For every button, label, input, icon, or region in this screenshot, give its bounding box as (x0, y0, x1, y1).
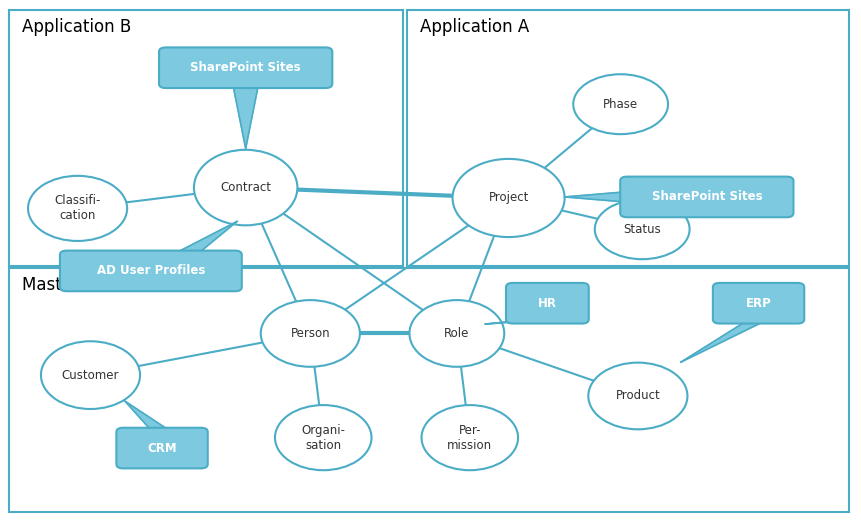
FancyBboxPatch shape (59, 251, 241, 291)
Text: Customer: Customer (62, 369, 119, 381)
Ellipse shape (41, 341, 139, 409)
Text: Application A: Application A (419, 18, 529, 36)
Text: Status: Status (623, 223, 660, 235)
FancyBboxPatch shape (158, 47, 331, 88)
FancyBboxPatch shape (116, 428, 208, 468)
Text: CRM: CRM (147, 442, 177, 454)
Text: Organi-
sation: Organi- sation (300, 424, 345, 452)
Text: Phase: Phase (603, 98, 637, 110)
Polygon shape (680, 319, 767, 362)
Text: HR: HR (537, 297, 556, 309)
Text: Role: Role (443, 327, 469, 340)
Polygon shape (125, 401, 171, 432)
Ellipse shape (28, 176, 127, 241)
FancyBboxPatch shape (619, 177, 792, 217)
Ellipse shape (594, 199, 689, 259)
Ellipse shape (587, 363, 687, 429)
Text: Classifi-
cation: Classifi- cation (54, 194, 101, 222)
Bar (9, 10, 403, 266)
Polygon shape (232, 84, 258, 148)
Ellipse shape (275, 405, 371, 470)
Text: Master Data: Master Data (22, 276, 123, 294)
Text: Product: Product (615, 390, 660, 402)
Bar (9, 268, 848, 512)
FancyBboxPatch shape (505, 283, 588, 324)
Text: Contract: Contract (220, 181, 271, 194)
Text: SharePoint Sites: SharePoint Sites (651, 191, 761, 203)
FancyBboxPatch shape (712, 283, 803, 324)
Ellipse shape (260, 300, 360, 367)
Ellipse shape (409, 300, 504, 367)
Text: Person: Person (290, 327, 330, 340)
Bar (406, 10, 848, 266)
Text: Project: Project (488, 192, 528, 204)
Text: SharePoint Sites: SharePoint Sites (190, 61, 300, 74)
Polygon shape (564, 192, 627, 202)
Polygon shape (172, 221, 237, 255)
Ellipse shape (573, 75, 667, 134)
Ellipse shape (421, 405, 517, 470)
Ellipse shape (452, 159, 564, 237)
Text: ERP: ERP (745, 297, 771, 309)
Text: Application B: Application B (22, 18, 131, 36)
Text: Per-
mission: Per- mission (447, 424, 492, 452)
Polygon shape (485, 319, 548, 324)
Text: AD User Profiles: AD User Profiles (96, 265, 205, 277)
Ellipse shape (194, 150, 297, 225)
